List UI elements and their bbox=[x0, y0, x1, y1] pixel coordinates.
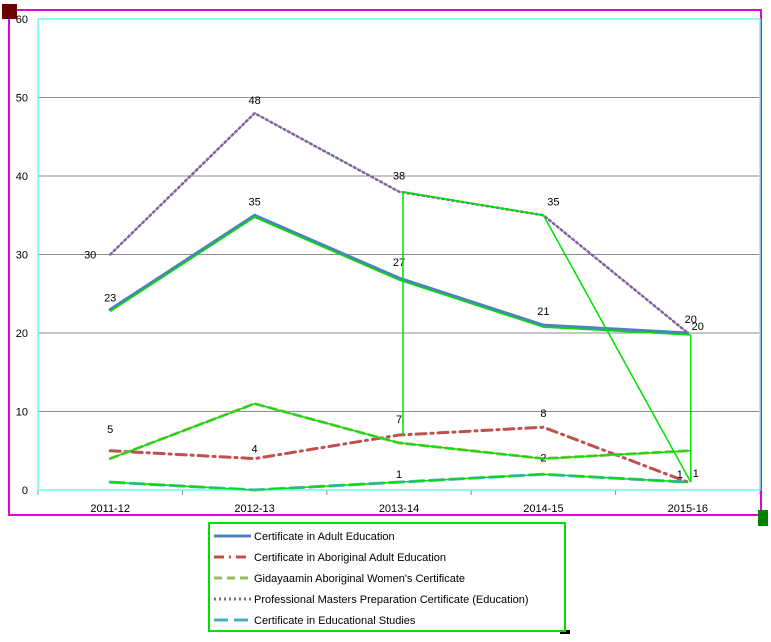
legend[interactable]: Certificate in Adult Education Certificat… bbox=[208, 522, 566, 632]
selection-trace bbox=[110, 473, 688, 491]
data-label: 21 bbox=[537, 306, 549, 318]
y-axis: 0 10 20 30 40 50 60 bbox=[16, 14, 39, 497]
y-tick-label: 40 bbox=[16, 171, 28, 183]
y-tick-label: 50 bbox=[16, 93, 28, 105]
data-label: 38 bbox=[393, 171, 405, 183]
legend-item-label: Certificate in Adult Education bbox=[254, 531, 395, 543]
outer-selection-border bbox=[8, 9, 762, 516]
data-label: 48 bbox=[248, 95, 260, 107]
x-tick-label: 2014-15 bbox=[523, 503, 563, 515]
data-label: 8 bbox=[540, 408, 546, 420]
selection-overlay bbox=[2, 4, 768, 634]
data-label: 35 bbox=[547, 196, 559, 208]
x-axis: 2011-12 2012-13 2013-14 2014-15 2015-16 bbox=[37, 489, 761, 515]
series-line-1 bbox=[108, 213, 690, 335]
resize-handle-top-left[interactable] bbox=[2, 4, 17, 19]
x-tick-label: 2015-16 bbox=[668, 503, 708, 515]
series-line-4 bbox=[108, 111, 690, 335]
resize-handle-bottom-right[interactable] bbox=[758, 510, 768, 526]
x-tick-label: 2013-14 bbox=[379, 503, 419, 515]
y-tick-label: 20 bbox=[16, 328, 28, 340]
selection-trace bbox=[109, 402, 691, 460]
data-label: 20 bbox=[685, 314, 697, 326]
legend-item-label: Certificate in Aboriginal Adult Educatio… bbox=[254, 552, 446, 564]
data-label: 1 bbox=[693, 468, 699, 480]
data-label: 1 bbox=[677, 469, 683, 481]
data-label: 1 bbox=[396, 469, 402, 481]
legend-item-label: Professional Masters Preparation Certifi… bbox=[254, 594, 529, 606]
data-label: 5 bbox=[107, 424, 113, 436]
plot-area-border bbox=[37, 18, 761, 491]
y-tick-label: 0 bbox=[22, 485, 28, 497]
gridlines bbox=[38, 18, 760, 412]
data-label: 30 bbox=[84, 250, 96, 262]
selection-trace bbox=[109, 216, 691, 336]
data-label: 23 bbox=[104, 292, 116, 304]
legend-item-label: Gidayaamin Aboriginal Women's Certificat… bbox=[254, 573, 465, 585]
data-label: 4 bbox=[252, 444, 258, 456]
legend-item-label: Certificate in Educational Studies bbox=[254, 615, 416, 627]
selection-trace bbox=[402, 190, 692, 483]
x-tick-label: 2012-13 bbox=[234, 503, 274, 515]
data-label: 20 bbox=[692, 321, 704, 333]
y-tick-label: 60 bbox=[16, 14, 28, 26]
data-label: 35 bbox=[248, 196, 260, 208]
y-tick-label: 30 bbox=[16, 250, 28, 262]
y-tick-label: 10 bbox=[16, 407, 28, 419]
data-label: 27 bbox=[393, 257, 405, 269]
x-tick-label: 2011-12 bbox=[90, 503, 130, 515]
legend-box[interactable] bbox=[208, 522, 566, 632]
data-label: 7 bbox=[396, 414, 402, 426]
series-line-2 bbox=[108, 425, 690, 484]
